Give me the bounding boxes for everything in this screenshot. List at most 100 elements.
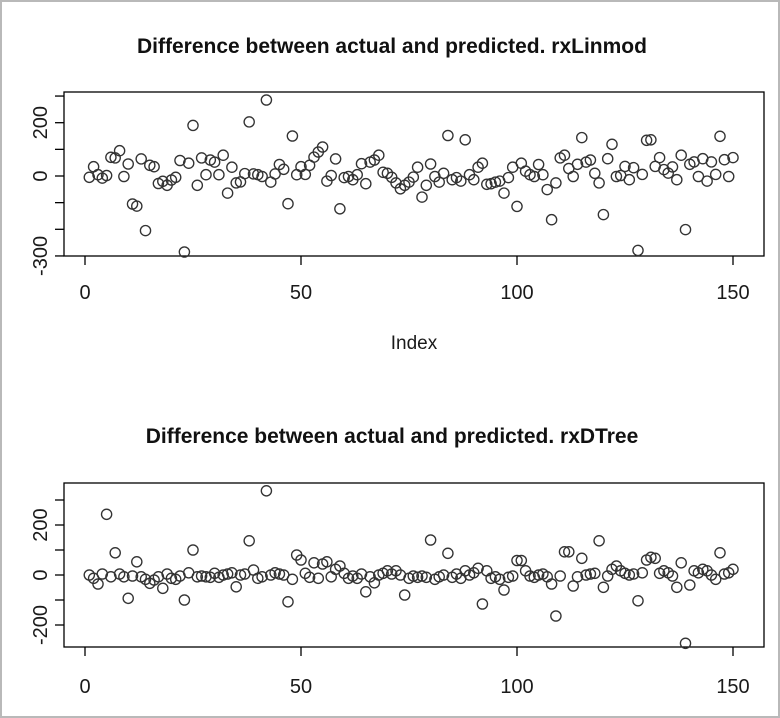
data-point xyxy=(161,568,173,580)
x-tick-label: 150 xyxy=(716,282,749,304)
data-point xyxy=(550,177,562,189)
data-point xyxy=(459,134,471,146)
plot-box xyxy=(63,91,765,257)
data-point xyxy=(589,567,601,580)
data-point xyxy=(131,556,143,568)
data-point xyxy=(571,571,584,583)
data-point xyxy=(221,187,234,199)
data-point xyxy=(407,171,420,183)
data-point xyxy=(610,170,623,183)
data-point xyxy=(135,153,147,165)
data-point xyxy=(303,571,316,584)
data-point xyxy=(100,169,113,182)
data-point xyxy=(541,183,553,196)
data-point xyxy=(528,170,541,183)
data-point xyxy=(230,581,242,593)
data-point xyxy=(476,598,489,610)
data-point xyxy=(282,197,294,210)
data-point xyxy=(442,547,454,560)
data-point xyxy=(545,213,558,226)
data-point xyxy=(684,579,696,591)
data-point xyxy=(537,168,549,181)
data-point xyxy=(178,594,191,606)
data-point xyxy=(666,161,679,173)
data-point xyxy=(105,151,117,164)
plot-box xyxy=(63,482,765,648)
data-point xyxy=(338,171,350,184)
data-point xyxy=(718,153,731,166)
data-point xyxy=(277,163,290,176)
data-point xyxy=(316,141,329,153)
data-point xyxy=(476,157,489,169)
data-point xyxy=(131,200,143,212)
data-point xyxy=(502,171,515,184)
data-point xyxy=(675,557,687,569)
data-point xyxy=(373,149,385,161)
data-point xyxy=(580,569,592,581)
data-point xyxy=(645,134,657,146)
data-point xyxy=(627,161,640,174)
data-point xyxy=(437,569,450,581)
data-point xyxy=(576,552,588,565)
data-point xyxy=(498,187,510,199)
data-point xyxy=(472,562,484,575)
data-point xyxy=(597,208,610,221)
data-point xyxy=(601,152,614,165)
data-point xyxy=(584,154,597,166)
data-point xyxy=(442,129,454,142)
data-point xyxy=(532,569,545,581)
data-point xyxy=(299,168,312,181)
data-point xyxy=(122,592,134,605)
data-point xyxy=(195,570,208,582)
data-point xyxy=(671,173,683,186)
data-point xyxy=(576,131,588,144)
data-point xyxy=(563,546,575,558)
data-point xyxy=(226,567,238,579)
data-point xyxy=(493,573,506,586)
data-point xyxy=(666,570,679,582)
data-point xyxy=(308,557,320,569)
data-point xyxy=(627,568,640,580)
data-point xyxy=(515,554,528,567)
data-point xyxy=(148,160,160,173)
data-point xyxy=(709,573,722,586)
data-point xyxy=(593,535,605,547)
data-point xyxy=(165,572,178,585)
data-point xyxy=(671,581,683,594)
data-point xyxy=(269,567,281,579)
data-point xyxy=(636,168,649,181)
data-point xyxy=(640,134,653,147)
data-point xyxy=(118,170,130,183)
data-point xyxy=(187,544,199,556)
data-point xyxy=(169,171,182,184)
data-point xyxy=(398,589,411,601)
data-point xyxy=(200,168,212,181)
x-tick-label: 50 xyxy=(290,676,312,698)
data-point xyxy=(411,571,424,584)
data-point xyxy=(213,168,225,181)
data-point xyxy=(714,130,726,143)
data-point xyxy=(554,570,566,582)
data-point xyxy=(312,572,325,585)
y-tick-label: 200 xyxy=(30,508,52,541)
data-point xyxy=(705,569,718,581)
data-point xyxy=(234,569,247,581)
data-point xyxy=(584,568,597,580)
data-point xyxy=(481,178,493,191)
data-point xyxy=(679,223,692,236)
data-point xyxy=(113,144,126,157)
data-point xyxy=(299,567,312,580)
data-point xyxy=(118,571,130,583)
data-point xyxy=(243,116,255,128)
data-point xyxy=(195,152,208,164)
data-point xyxy=(632,595,644,607)
data-point xyxy=(295,554,307,566)
data-point xyxy=(360,586,372,598)
data-point xyxy=(679,637,692,650)
data-point xyxy=(139,224,152,237)
data-point xyxy=(420,571,433,584)
chart-panel-rxlinmod: 0 50 100 150 200 0 -300 xyxy=(30,91,765,304)
x-tick-label: 0 xyxy=(79,676,90,698)
data-point xyxy=(416,191,428,203)
data-point xyxy=(286,573,299,586)
